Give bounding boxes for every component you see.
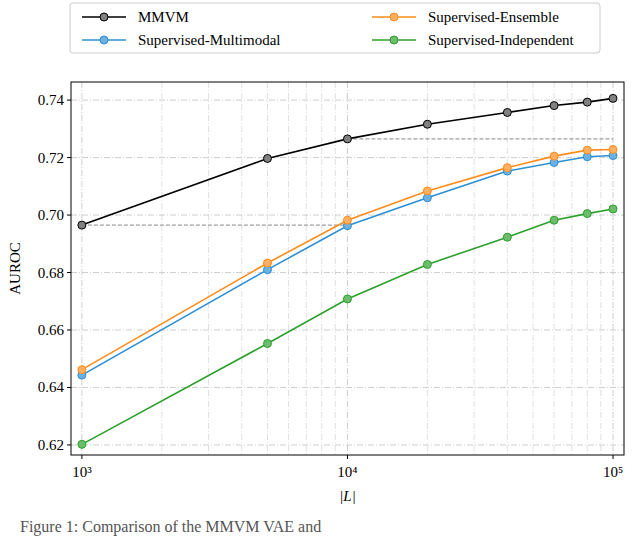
data-point bbox=[503, 164, 511, 172]
data-point bbox=[583, 98, 591, 106]
y-tick-label: 0.74 bbox=[38, 92, 65, 108]
x-tick-label: 10⁴ bbox=[337, 464, 357, 480]
data-point bbox=[343, 135, 351, 143]
data-point bbox=[343, 216, 351, 224]
minor-grid-line bbox=[321, 82, 322, 455]
y-tick bbox=[67, 272, 71, 273]
x-tick bbox=[347, 455, 348, 459]
minor-grid-line bbox=[571, 82, 572, 455]
grid bbox=[71, 82, 624, 455]
data-point bbox=[609, 146, 617, 154]
data-point bbox=[78, 440, 86, 448]
data-point bbox=[583, 210, 591, 218]
y-tick bbox=[67, 100, 71, 101]
y-tick-label: 0.64 bbox=[38, 379, 65, 395]
y-tick bbox=[67, 329, 71, 330]
minor-grid-line bbox=[306, 82, 307, 455]
data-point bbox=[550, 216, 558, 224]
data-point bbox=[503, 108, 511, 116]
data-point bbox=[423, 260, 431, 268]
minor-grid-line bbox=[507, 82, 508, 455]
legend-label: Supervised-Ensemble bbox=[428, 9, 559, 25]
caption: Figure 1: Comparison of the MMVM VAE and bbox=[20, 518, 321, 536]
minor-grid-line bbox=[288, 82, 289, 455]
reference-line bbox=[82, 225, 348, 226]
y-tick bbox=[67, 215, 71, 216]
data-point bbox=[423, 187, 431, 195]
legend-marker bbox=[100, 36, 108, 44]
legend-label: MMVM bbox=[138, 9, 189, 25]
data-point bbox=[263, 154, 271, 162]
grid-line bbox=[71, 387, 624, 388]
grid-line bbox=[71, 329, 624, 330]
grid-line bbox=[71, 100, 624, 101]
legend-label: Supervised-Independent bbox=[428, 32, 575, 48]
minor-grid-line bbox=[161, 82, 162, 455]
plot-area bbox=[78, 94, 617, 448]
x-axis-label: |L| bbox=[339, 488, 356, 504]
minor-grid-line bbox=[587, 82, 588, 455]
data-point bbox=[609, 205, 617, 213]
y-tick-label: 0.66 bbox=[38, 322, 65, 338]
data-point bbox=[78, 366, 86, 374]
y-tick bbox=[67, 387, 71, 388]
x-tick bbox=[81, 455, 82, 459]
y-tick-label: 0.62 bbox=[38, 437, 64, 453]
grid-line bbox=[71, 215, 624, 216]
data-point bbox=[78, 221, 86, 229]
legend-marker bbox=[390, 36, 398, 44]
x-tick-label: 10³ bbox=[72, 464, 92, 480]
y-tick-label: 0.70 bbox=[38, 207, 64, 223]
grid-line bbox=[71, 272, 624, 273]
series-line bbox=[82, 209, 613, 444]
minor-grid-line bbox=[533, 82, 534, 455]
grid-line bbox=[613, 82, 614, 455]
data-point bbox=[423, 120, 431, 128]
x-tick-label: 10⁵ bbox=[603, 464, 623, 480]
y-tick-label: 0.68 bbox=[38, 265, 64, 281]
legend-box bbox=[70, 3, 600, 53]
data-point bbox=[550, 152, 558, 160]
data-point bbox=[583, 146, 591, 154]
minor-grid-line bbox=[241, 82, 242, 455]
series-line bbox=[82, 156, 613, 376]
y-tick-label: 0.72 bbox=[38, 150, 64, 166]
grid-line bbox=[71, 444, 624, 445]
minor-grid-line bbox=[554, 82, 555, 455]
data-point bbox=[503, 233, 511, 241]
chart: 10³ 10⁴ 10⁵ 0.62 0.64 0.66 0.68 0.70 0.72 0.74 |L|… bbox=[0, 0, 634, 540]
series-line bbox=[82, 150, 613, 370]
y-tick bbox=[67, 444, 71, 445]
legend-marker bbox=[100, 13, 108, 21]
data-point bbox=[550, 102, 558, 110]
reference-line bbox=[347, 138, 613, 139]
data-point bbox=[263, 340, 271, 348]
data-point bbox=[263, 259, 271, 267]
legend-label: Supervised-Multimodal bbox=[138, 32, 281, 48]
y-tick bbox=[67, 157, 71, 158]
minor-grid-line bbox=[600, 82, 601, 455]
data-point bbox=[343, 295, 351, 303]
legend-marker bbox=[390, 13, 398, 21]
grid-line bbox=[81, 82, 82, 455]
y-axis-label: AUROC bbox=[7, 242, 23, 295]
minor-grid-line bbox=[335, 82, 336, 455]
data-point bbox=[609, 94, 617, 102]
minor-grid-line bbox=[208, 82, 209, 455]
legend: MMVM Supervised-Multimodal Supervised-Ense… bbox=[70, 3, 600, 53]
minor-grid-line bbox=[474, 82, 475, 455]
axes: 10³ 10⁴ 10⁵ 0.62 0.64 0.66 0.68 0.70 0.72 0.74 bbox=[38, 92, 623, 480]
grid-line bbox=[71, 157, 624, 158]
plot-frame bbox=[71, 82, 624, 455]
x-tick bbox=[613, 455, 614, 459]
